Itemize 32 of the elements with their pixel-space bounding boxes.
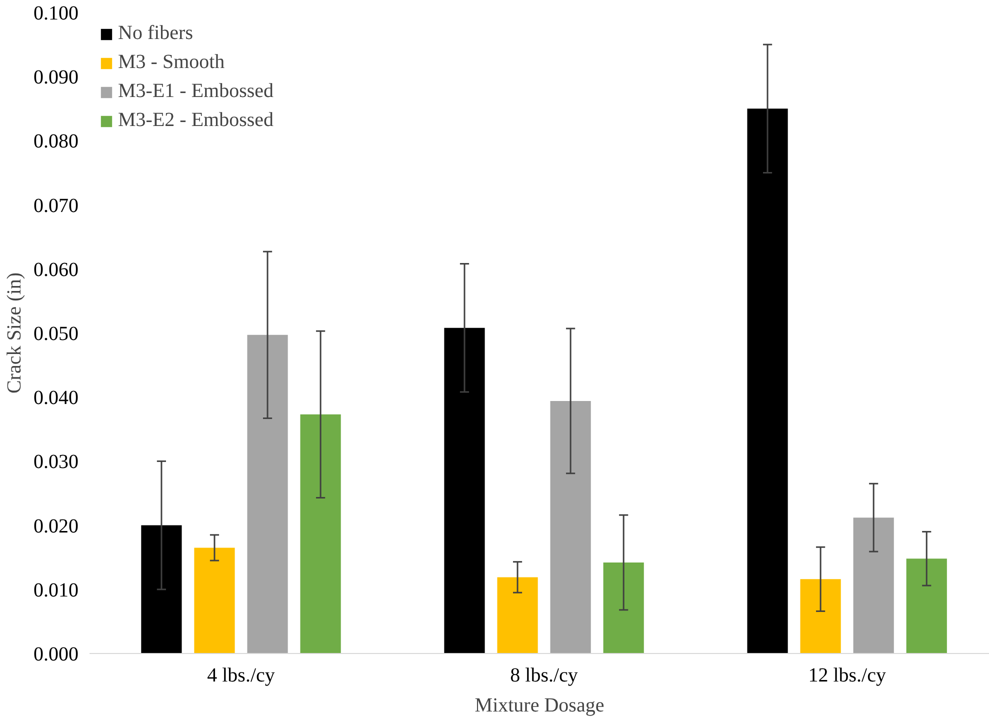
bar <box>800 579 841 654</box>
bar <box>194 548 235 654</box>
bar <box>247 334 288 654</box>
y-tick-label: 0.100 <box>34 2 78 24</box>
bar <box>906 558 947 654</box>
bar <box>497 577 538 654</box>
y-tick-label: 0.000 <box>34 644 78 666</box>
legend-label: M3-E1 - Embossed <box>118 80 274 103</box>
legend-label: No fibers <box>118 22 193 45</box>
bar <box>300 414 341 654</box>
y-tick-label: 0.080 <box>34 130 78 153</box>
bar <box>141 525 182 654</box>
bar <box>747 108 788 654</box>
y-tick-label: 0.070 <box>34 194 78 217</box>
y-tick-label: 0.060 <box>34 258 78 281</box>
y-axis-title: Crack Size (in) <box>4 272 26 394</box>
y-tick-label: 0.040 <box>34 387 78 410</box>
x-axis-title: Mixture Dosage <box>474 694 604 716</box>
bar <box>603 562 644 654</box>
bar <box>853 518 894 654</box>
legend-label: M3-E2 - Embossed <box>118 109 274 132</box>
x-tick-label: 8 lbs./cy <box>510 664 578 686</box>
y-tick-label: 0.050 <box>34 323 78 345</box>
y-tick-label: 0.010 <box>34 579 78 602</box>
x-tick-label: 12 lbs./cy <box>808 664 886 686</box>
bar <box>550 400 591 654</box>
legend-label: M3 - Smooth <box>118 51 225 74</box>
y-tick-label: 0.090 <box>34 66 78 89</box>
y-tick-label: 0.030 <box>34 451 78 474</box>
bar <box>444 328 485 654</box>
y-tick-label: 0.020 <box>34 515 78 538</box>
x-tick-label: 4 lbs./cy <box>207 664 275 686</box>
